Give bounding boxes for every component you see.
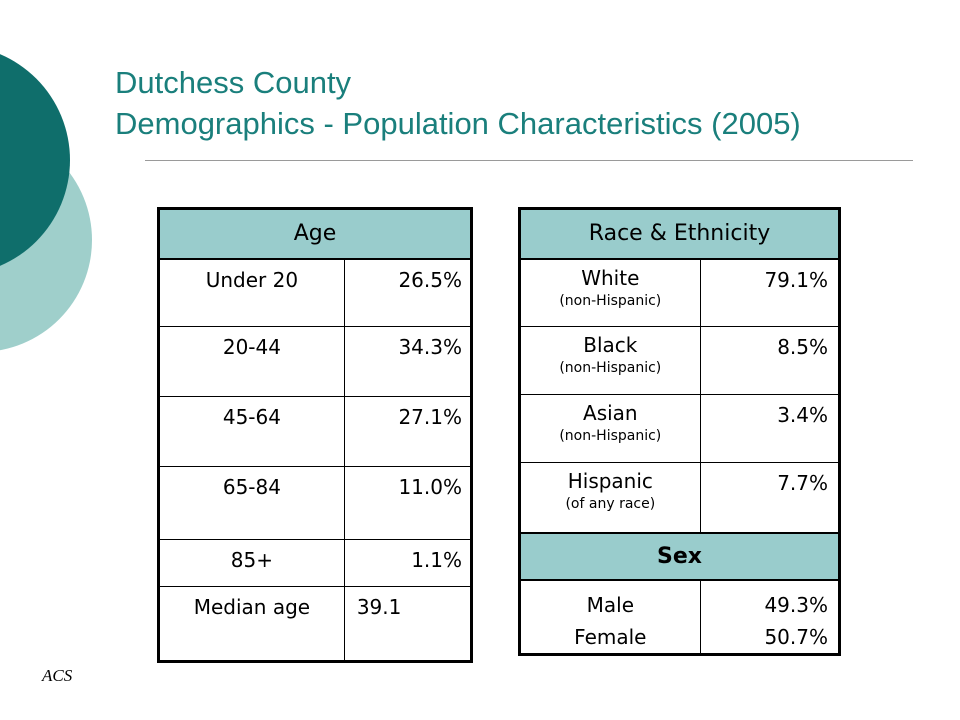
sex-header: Sex [519,531,840,581]
race-value: 79.1% [699,258,841,327]
age-label: 85+ [158,539,345,587]
sex-value-cell: 49.3% 50.7% [699,579,841,655]
table-row: 65-84 11.0% [158,466,473,540]
age-value: 11.0% [343,466,473,540]
age-label: Median age [158,586,345,662]
table-row: 85+ 1.1% [158,539,473,587]
age-header-row: Age [158,208,472,260]
race-header-row: Race & Ethnicity [519,208,840,260]
age-label: Under 20 [158,258,345,327]
table-row: Black (non-Hispanic) 8.5% [519,326,841,395]
sex-label-male: Male [586,592,634,617]
race-sublabel: (non-Hispanic) [559,428,662,444]
sex-label-cell: Male Female [519,579,701,655]
age-table: Age Under 20 26.5% 20-44 34.3% 45-64 27.… [157,207,473,663]
race-ethnicity-table: Race & Ethnicity White (non-Hispanic) 79… [518,207,841,656]
table-row: Asian (non-Hispanic) 3.4% [519,394,841,463]
race-label: Black [583,333,638,357]
source-note: ACS [42,666,73,685]
age-label: 65-84 [158,466,345,540]
sex-header-row: Sex [519,531,840,581]
age-label: 45-64 [158,396,345,467]
age-value: 27.1% [343,396,473,467]
age-value: 1.1% [343,539,473,587]
age-header: Age [158,208,472,260]
age-value: 39.1 [343,586,473,662]
race-sublabel: (non-Hispanic) [559,292,662,309]
decorative-circles [0,54,92,351]
race-header: Race & Ethnicity [519,208,840,260]
table-row: Under 20 26.5% [158,258,473,327]
sex-value-male: 49.3% [764,592,828,617]
race-label-cell: White (non-Hispanic) [519,258,701,327]
title-divider [145,160,913,161]
table-row: 45-64 27.1% [158,396,473,467]
race-sublabel: (of any race) [565,496,656,512]
sex-label-female: Female [574,624,647,649]
dark-circle-shape [0,54,70,266]
race-value: 3.4% [699,394,841,463]
race-label-cell: Asian (non-Hispanic) [519,394,701,463]
race-label-cell: Black (non-Hispanic) [519,326,701,395]
race-label: White [581,265,640,290]
race-value: 8.5% [699,326,841,395]
race-label: Hispanic [567,469,653,493]
title-line-1: Dutchess County [115,65,352,100]
table-row: Median age 39.1 [158,586,473,662]
table-row: Hispanic (of any race) 7.7% [519,462,841,533]
race-sublabel: (non-Hispanic) [559,360,662,376]
slide-title: Dutchess County Demographics - Populatio… [115,62,801,144]
age-value: 34.3% [343,326,473,397]
table-row: 20-44 34.3% [158,326,473,397]
race-label-cell: Hispanic (of any race) [519,462,701,533]
age-value: 26.5% [343,258,473,327]
title-line-2: Demographics - Population Characteristic… [115,106,801,141]
sex-value-female: 50.7% [764,624,828,649]
race-label: Asian [583,401,638,425]
age-label: 20-44 [158,326,345,397]
race-value: 7.7% [699,462,841,533]
table-row: Male Female 49.3% 50.7% [519,579,841,655]
table-row: White (non-Hispanic) 79.1% [519,258,841,327]
